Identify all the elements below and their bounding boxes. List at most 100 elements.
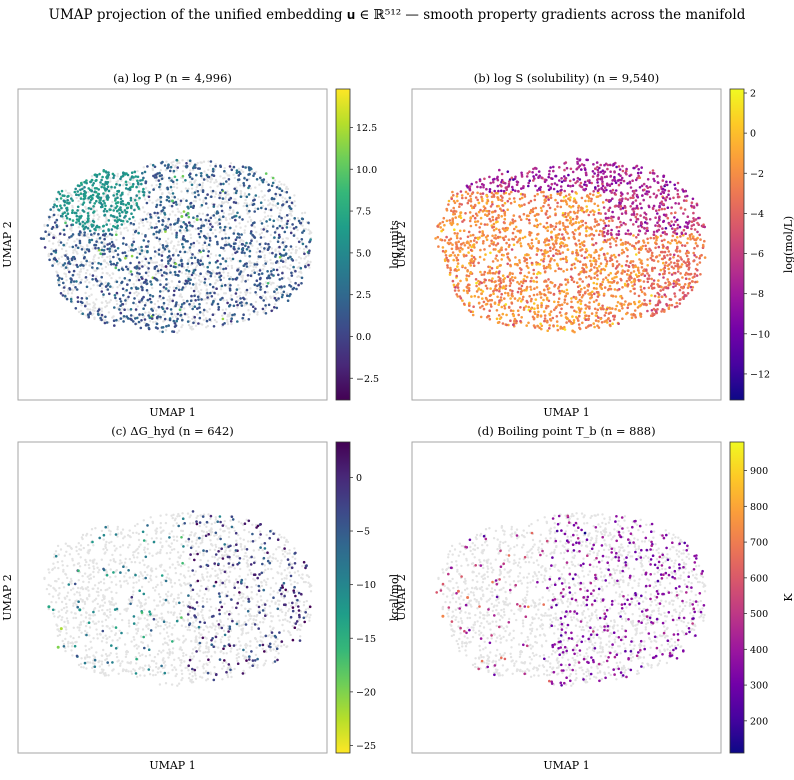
background-point [218, 203, 221, 207]
data-point [597, 233, 601, 236]
data-point [468, 211, 472, 214]
background-point [252, 196, 255, 199]
data-point [174, 262, 177, 266]
data-point [94, 179, 97, 183]
data-point [615, 204, 618, 208]
data-point [72, 269, 76, 273]
data-point [163, 317, 167, 321]
background-point [92, 284, 95, 287]
data-point [617, 217, 620, 221]
data-point [264, 242, 267, 245]
background-point [143, 255, 146, 258]
data-point [527, 321, 530, 325]
data-point [672, 223, 676, 227]
background-point [104, 305, 107, 309]
data-point [161, 307, 165, 311]
data-point [115, 233, 118, 236]
background-point [226, 320, 229, 324]
data-point [669, 253, 672, 256]
background-point [155, 261, 159, 264]
background-point [86, 245, 89, 248]
data-point [606, 252, 609, 255]
background-point [136, 305, 139, 308]
data-point [571, 250, 574, 254]
background-point [270, 214, 273, 218]
data-point [633, 192, 636, 195]
data-point [278, 278, 282, 281]
data-point [172, 265, 176, 269]
data-point [243, 251, 246, 255]
background-point [191, 327, 195, 331]
background-point [188, 249, 191, 252]
data-point [607, 273, 610, 277]
background-point [232, 192, 236, 195]
data-point [221, 197, 225, 200]
background-point [112, 205, 115, 208]
background-point [160, 230, 163, 234]
background-point [276, 284, 279, 288]
data-point [661, 231, 665, 234]
data-point [472, 239, 476, 242]
data-point [218, 254, 222, 257]
data-point [596, 204, 600, 208]
data-point [103, 321, 107, 325]
data-point [258, 282, 262, 285]
background-point [166, 247, 170, 250]
data-point [637, 271, 641, 275]
data-point [554, 269, 557, 273]
data-point [185, 224, 189, 227]
data-point [605, 260, 609, 263]
data-point [142, 187, 145, 191]
data-point [75, 221, 78, 224]
data-point [129, 317, 132, 321]
data-point [455, 195, 459, 198]
data-point [519, 287, 523, 291]
data-point [584, 227, 588, 230]
data-point [101, 233, 105, 237]
data-point [467, 199, 471, 202]
data-point [62, 281, 65, 285]
data-point [500, 172, 504, 176]
data-point [274, 261, 278, 264]
background-point [283, 224, 286, 227]
data-point [122, 202, 125, 206]
background-point [263, 211, 266, 214]
data-point [612, 237, 616, 241]
data-point [659, 234, 663, 238]
data-point [182, 221, 185, 224]
data-point [118, 308, 121, 311]
data-point [647, 277, 651, 280]
data-point [238, 236, 241, 239]
background-point [70, 226, 73, 230]
data-point [524, 305, 528, 308]
data-point [91, 193, 95, 197]
data-point [571, 217, 575, 221]
background-point [75, 238, 79, 241]
data-point [166, 165, 170, 169]
background-point [115, 302, 119, 306]
data-point [198, 235, 202, 239]
data-point [197, 193, 200, 197]
background-point [47, 230, 50, 234]
data-point [135, 256, 139, 259]
data-point [274, 253, 278, 257]
panel-b: (b) log S (solubility) (n = 9,540)UMAP 1… [395, 71, 794, 419]
data-point [89, 188, 92, 192]
data-point [82, 264, 85, 267]
data-point [621, 307, 624, 310]
data-point [523, 195, 527, 198]
data-point [52, 205, 55, 209]
data-point [203, 241, 207, 245]
background-point [109, 177, 112, 180]
data-point [554, 213, 557, 217]
background-point [79, 195, 83, 198]
background-point [296, 217, 300, 220]
data-point [512, 309, 515, 313]
data-point [230, 298, 234, 301]
background-point [168, 213, 172, 216]
data-point [459, 279, 462, 283]
data-point [699, 273, 702, 276]
data-point [196, 258, 200, 262]
data-point [474, 278, 478, 281]
background-point [226, 322, 230, 326]
